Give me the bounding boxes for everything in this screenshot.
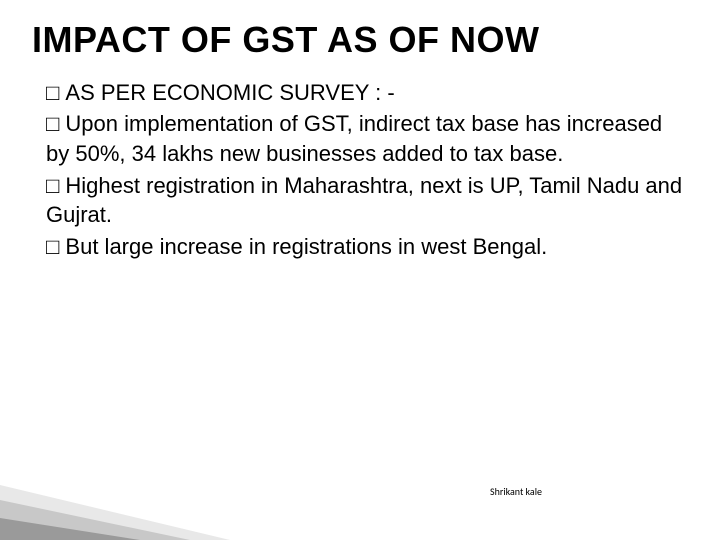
footer-author: Shrikant kale <box>490 485 542 498</box>
slide-title: IMPACT OF GST AS OF NOW <box>32 20 688 60</box>
bullet-lead: Upon <box>65 111 118 136</box>
bullet-marker: □ <box>46 234 65 259</box>
bullet-rest: registration in Maharashtra, next is UP,… <box>46 173 682 228</box>
decorative-wedge <box>0 450 260 540</box>
bullet-marker: □ <box>46 111 65 136</box>
bullet-1: □ AS PER ECONOMIC SURVEY : - <box>46 78 688 108</box>
bullet-marker: □ <box>46 173 65 198</box>
bullet-lead: Highest <box>65 173 140 198</box>
bullet-marker: □ <box>46 80 65 105</box>
bullet-rest: PER ECONOMIC SURVEY : - <box>95 80 395 105</box>
slide-body: □ AS PER ECONOMIC SURVEY : - □ Upon impl… <box>32 78 688 262</box>
bullet-rest: implementation of GST, indirect tax base… <box>46 111 662 166</box>
bullet-3: □ Highest registration in Maharashtra, n… <box>46 171 688 230</box>
bullet-rest: large increase in registrations in west … <box>98 234 547 259</box>
bullet-lead: AS <box>65 80 94 105</box>
slide-container: IMPACT OF GST AS OF NOW □ AS PER ECONOMI… <box>0 0 720 540</box>
bullet-4: □ But large increase in registrations in… <box>46 232 688 262</box>
bullet-lead: But <box>65 234 98 259</box>
bullet-2: □ Upon implementation of GST, indirect t… <box>46 109 688 168</box>
